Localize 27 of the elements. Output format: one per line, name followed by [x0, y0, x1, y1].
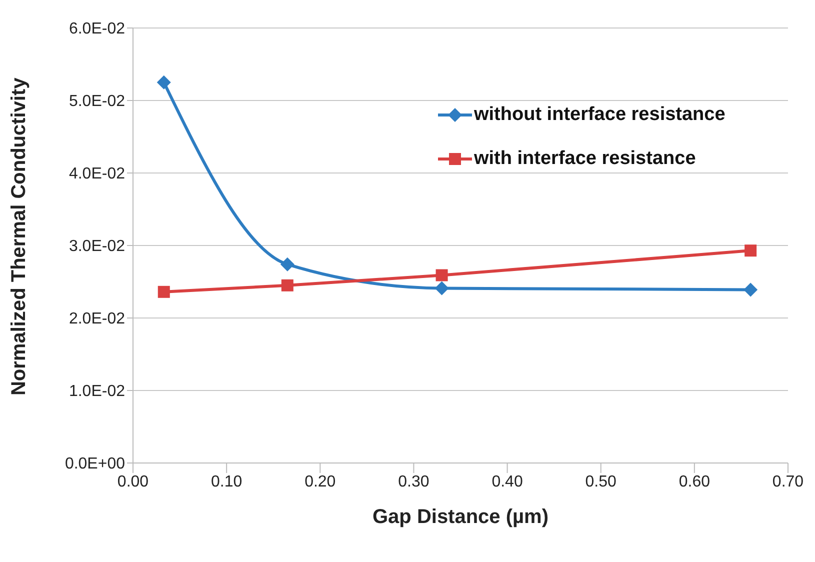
y-tick-label: 1.0E-02 — [68, 383, 126, 400]
x-tick-label: 0.60 — [678, 473, 710, 490]
point — [281, 279, 294, 292]
y-tick-label: 3.0E-02 — [68, 238, 126, 256]
point — [744, 244, 757, 257]
x-tick-label: 0.30 — [398, 473, 430, 490]
y-tick-label: 2.0E-02 — [68, 310, 126, 328]
y-tick-label: 6.0E-02 — [68, 20, 126, 38]
point — [744, 282, 758, 297]
point — [156, 75, 171, 90]
legend-label: with interface resistance — [474, 147, 696, 171]
x-axis-title: Gap Distance (µm) — [372, 506, 549, 528]
legend-label: without interface resistance — [474, 103, 726, 127]
y-tick-label: 0.0E+00 — [64, 456, 126, 473]
x-tick-label: 0.10 — [211, 473, 242, 490]
x-tick-label: 0.00 — [117, 473, 149, 490]
point — [436, 269, 448, 282]
y-tick-label: 5.0E-02 — [68, 93, 126, 110]
point — [434, 281, 449, 296]
y-tick-label: 4.0E-02 — [68, 166, 126, 183]
x-tick-label: 0.40 — [492, 473, 523, 490]
point — [280, 257, 294, 272]
y-axis-title: Normalized Thermal Conductivity — [8, 76, 30, 396]
point — [158, 286, 170, 298]
x-tick-label: 0.50 — [585, 473, 617, 490]
x-tick-label: 0.20 — [304, 473, 336, 490]
x-tick-label: 0.70 — [772, 473, 804, 490]
